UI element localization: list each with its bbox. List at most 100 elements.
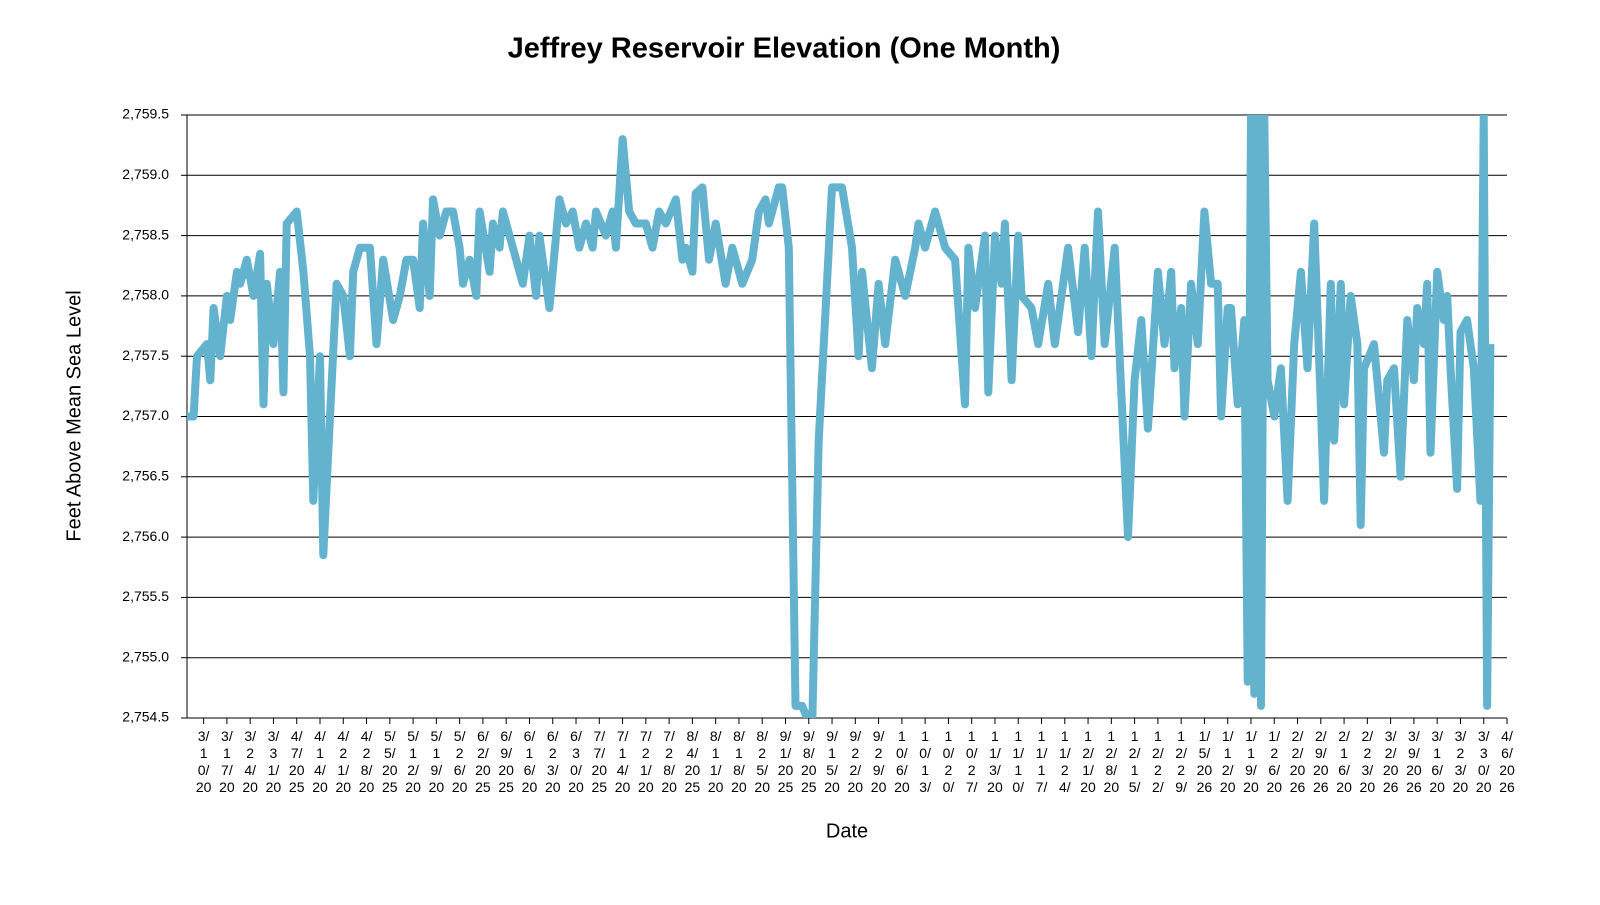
x-tick-label-box: 9/15/2025 xyxy=(824,728,840,795)
x-tick-label: 9/29/2025 xyxy=(870,728,887,795)
x-tick-label: 3/24/2025 xyxy=(242,728,258,795)
x-tick-label-box: 5/12/2025 xyxy=(405,728,421,795)
x-tick-label: 1/19/2026 xyxy=(1243,728,1259,795)
x-tick-label: 7/14/2025 xyxy=(614,728,631,795)
x-tick-label-box: 6/16/2025 xyxy=(521,728,538,795)
x-tick-label-box: 11/10/2025 xyxy=(1012,728,1024,795)
chart-title: Jeffrey Reservoir Elevation (One Month) xyxy=(508,33,1061,65)
x-tick-label: 11/3/2025 xyxy=(987,728,1003,795)
x-tick-label: 4/14/2025 xyxy=(312,728,328,795)
x-tick-label: 4/21/2025 xyxy=(335,728,352,795)
x-tick-label: 2/23/2026 xyxy=(1359,728,1376,795)
x-tick-label: 5/5/2025 xyxy=(382,728,398,795)
x-tick-label: 8/25/2025 xyxy=(754,728,770,795)
x-tick-label: 1/12/2026 xyxy=(1219,728,1236,795)
x-tick-label-box: 10/13/2025 xyxy=(919,728,931,795)
x-tick-label-box: 11/24/2025 xyxy=(1059,728,1071,795)
x-tick-label: 6/9/2025 xyxy=(498,728,514,795)
x-tick-label: 12/22/2025 xyxy=(1152,728,1164,795)
x-tick-label-box: 4/7/2025 xyxy=(289,728,305,795)
x-tick-label: 5/19/2025 xyxy=(428,728,445,795)
x-tick-label-box: 9/8/2025 xyxy=(800,728,817,795)
x-tick-label-box: 12/15/2025 xyxy=(1129,728,1141,795)
data-line xyxy=(187,115,1495,718)
x-tick-label-box: 6/30/2025 xyxy=(568,728,584,795)
x-tick-label: 5/26/2025 xyxy=(451,728,468,795)
y-tick-label: 2,758.0 xyxy=(122,287,169,303)
x-tick-label-box: 10/6/2025 xyxy=(894,728,910,795)
x-tick-label: 10/27/2025 xyxy=(965,728,978,795)
x-tick-label: 3/23/2026 xyxy=(1452,728,1469,795)
x-tick-label-box: 5/26/2025 xyxy=(451,728,468,795)
x-tick-label-box: 2/16/2026 xyxy=(1336,728,1352,795)
x-tick-label: 3/31/2025 xyxy=(265,728,282,795)
x-tick-label-box: 4/14/2025 xyxy=(312,728,328,795)
x-tick-label: 9/8/2025 xyxy=(800,728,817,795)
x-tick-label: 4/28/2025 xyxy=(358,728,375,795)
x-tick-label-box: 3/9/2026 xyxy=(1406,728,1422,795)
x-tick-label: 3/2/2026 xyxy=(1382,728,1399,795)
x-tick-label-box: 10/20/2025 xyxy=(942,728,955,795)
x-tick-label-box: 1/26/2026 xyxy=(1266,728,1282,795)
x-tick-label: 12/29/2025 xyxy=(1175,728,1187,795)
x-tick-label: 6/2/2025 xyxy=(475,728,491,795)
x-tick-label-box: 12/8/2025 xyxy=(1103,728,1120,795)
x-tick-label-box: 12/1/2025 xyxy=(1080,728,1096,795)
y-tick-label: 2,756.0 xyxy=(122,528,169,544)
y-tick-label: 2,757.0 xyxy=(122,407,169,423)
x-tick-label-box: 2/2/2026 xyxy=(1289,728,1306,795)
x-tick-label-box: 4/6/2026 xyxy=(1499,728,1515,795)
x-tick-label-box: 12/22/2025 xyxy=(1152,728,1164,795)
x-tick-label: 12/1/2025 xyxy=(1080,728,1096,795)
x-tick-label: 10/13/2025 xyxy=(919,728,931,795)
x-tick-label-box: 3/30/2026 xyxy=(1475,728,1492,795)
x-tick-label-box: 9/29/2025 xyxy=(870,728,887,795)
x-tick-label: 6/23/2025 xyxy=(544,728,561,795)
x-tick-label: 9/1/2025 xyxy=(777,728,794,795)
x-tick-label: 10/20/2025 xyxy=(942,728,955,795)
y-tick-label: 2,756.5 xyxy=(122,468,169,484)
x-tick-label-box: 1/19/2026 xyxy=(1243,728,1259,795)
x-tick-label: 6/16/2025 xyxy=(521,728,538,795)
x-tick-label: 2/16/2026 xyxy=(1336,728,1352,795)
y-tick-label: 2,757.5 xyxy=(122,347,169,363)
x-tick-label: 8/11/2025 xyxy=(707,728,724,795)
y-tick-label: 2,758.5 xyxy=(122,226,169,242)
x-tick-label: 2/9/2026 xyxy=(1313,728,1329,795)
x-tick-label-box: 1/12/2026 xyxy=(1219,728,1236,795)
x-tick-label-box: 8/25/2025 xyxy=(754,728,770,795)
y-tick-label: 2,754.5 xyxy=(122,709,169,725)
x-tick-label-box: 8/18/2025 xyxy=(731,728,747,795)
x-tick-label: 3/16/2026 xyxy=(1429,728,1445,795)
x-tick-label-box: 12/29/2025 xyxy=(1175,728,1187,795)
x-tick-label: 3/10/2025 xyxy=(195,728,212,795)
x-tick-label-box: 6/23/2025 xyxy=(544,728,561,795)
x-tick-label: 7/7/2025 xyxy=(591,728,608,795)
x-tick-label-box: 2/23/2026 xyxy=(1359,728,1376,795)
x-tick-label-box: 2/9/2026 xyxy=(1313,728,1329,795)
x-tick-label: 3/30/2026 xyxy=(1475,728,1492,795)
x-tick-label: 3/17/2025 xyxy=(219,728,235,795)
x-tick-label: 8/18/2025 xyxy=(731,728,747,795)
x-tick-label-box: 7/21/2025 xyxy=(638,728,654,795)
x-tick-label-box: 11/3/2025 xyxy=(987,728,1003,795)
x-tick-label-box: 11/17/2025 xyxy=(1036,728,1048,795)
x-tick-label-box: 1/5/2026 xyxy=(1196,728,1213,795)
x-tick-label-box: 3/10/2025 xyxy=(195,728,212,795)
x-tick-label-box: 10/27/2025 xyxy=(965,728,978,795)
x-tick-label: 12/8/2025 xyxy=(1103,728,1120,795)
x-tick-label-box: 4/21/2025 xyxy=(335,728,352,795)
x-tick-label-box: 5/19/2025 xyxy=(428,728,445,795)
x-tick-label: 6/30/2025 xyxy=(568,728,584,795)
x-tick-label: 1/5/2026 xyxy=(1196,728,1213,795)
x-tick-label-box: 9/1/2025 xyxy=(777,728,794,795)
x-tick-label: 4/6/2026 xyxy=(1499,728,1515,795)
y-tick-label: 2,759.5 xyxy=(122,106,169,122)
x-tick-label-box: 7/7/2025 xyxy=(591,728,608,795)
x-tick-label-box: 5/5/2025 xyxy=(382,728,398,795)
x-tick-label-box: 8/11/2025 xyxy=(707,728,724,795)
x-tick-label: 2/2/2026 xyxy=(1289,728,1306,795)
x-tick-label-box: 7/28/2025 xyxy=(661,728,677,795)
